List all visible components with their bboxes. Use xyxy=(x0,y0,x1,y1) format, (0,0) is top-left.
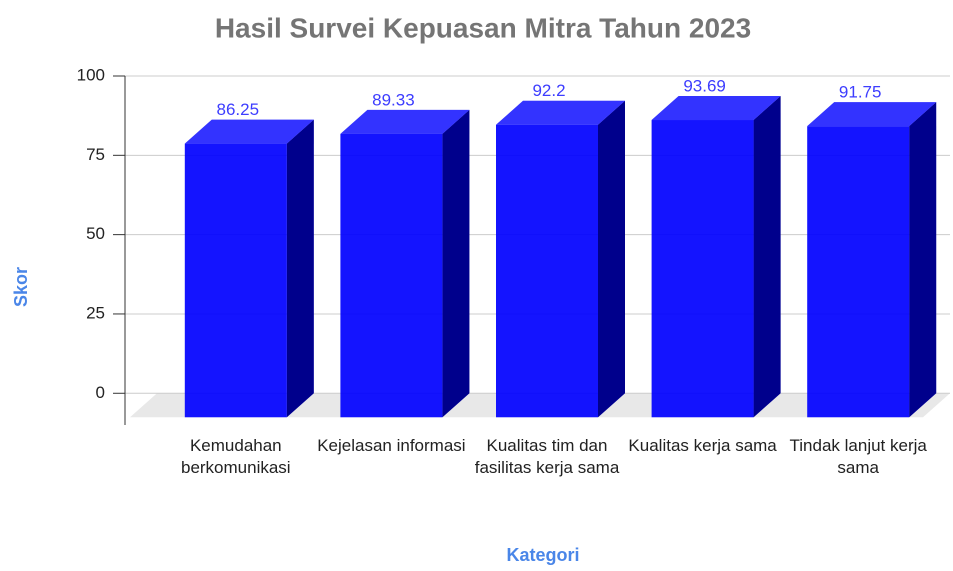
bar-top-shade xyxy=(807,102,937,127)
value-label: 89.33 xyxy=(372,90,415,109)
bar-side xyxy=(909,102,937,418)
value-label: 91.75 xyxy=(839,83,882,102)
y-tick-label: 75 xyxy=(86,145,105,164)
bar-top xyxy=(807,102,937,127)
bar-top xyxy=(651,96,781,121)
y-tick-label: 100 xyxy=(77,65,105,84)
bar xyxy=(807,126,910,418)
x-tick-label: Kemudahan berkomunikasi xyxy=(180,436,291,477)
bar-side-shade xyxy=(909,102,937,418)
chart-title: Hasil Survei Kepuasan Mitra Tahun 2023 xyxy=(215,12,751,43)
bar xyxy=(340,133,443,418)
bar-side-shade xyxy=(442,109,470,418)
bar-top-shade xyxy=(496,100,625,125)
x-tick-label: Tindak lanjut kerja sama xyxy=(789,436,927,477)
x-tick-label: Kejelasan informasi xyxy=(317,436,466,455)
bar xyxy=(651,120,754,418)
y-tick-label: 0 xyxy=(96,383,105,402)
bar-side xyxy=(442,109,470,418)
bar-top xyxy=(184,119,314,144)
bar-side-shade xyxy=(753,96,781,418)
bar-side xyxy=(286,119,314,418)
y-tick-label: 25 xyxy=(86,303,105,322)
bar-top xyxy=(496,100,625,125)
bar-side xyxy=(753,96,781,418)
bar-side-shade xyxy=(286,119,314,418)
value-label: 92.2 xyxy=(532,81,565,100)
y-tick-label: 50 xyxy=(86,224,105,243)
bar xyxy=(496,124,598,418)
bar-top-shade xyxy=(340,109,470,134)
bar xyxy=(184,143,287,418)
bar-side xyxy=(598,100,625,418)
value-label: 86.25 xyxy=(217,100,260,119)
x-tick-label: Kualitas kerja sama xyxy=(628,436,777,455)
bar-top-shade xyxy=(651,96,781,121)
y-axis-label: Skor xyxy=(11,267,31,307)
bar-top xyxy=(340,109,470,134)
bar-side-shade xyxy=(598,100,625,418)
value-label: 93.69 xyxy=(683,77,726,96)
bar-top-shade xyxy=(184,119,314,144)
x-tick-label: Kualitas tim dan fasilitas kerja sama xyxy=(474,436,620,477)
x-axis-label: Kategori xyxy=(506,545,579,565)
